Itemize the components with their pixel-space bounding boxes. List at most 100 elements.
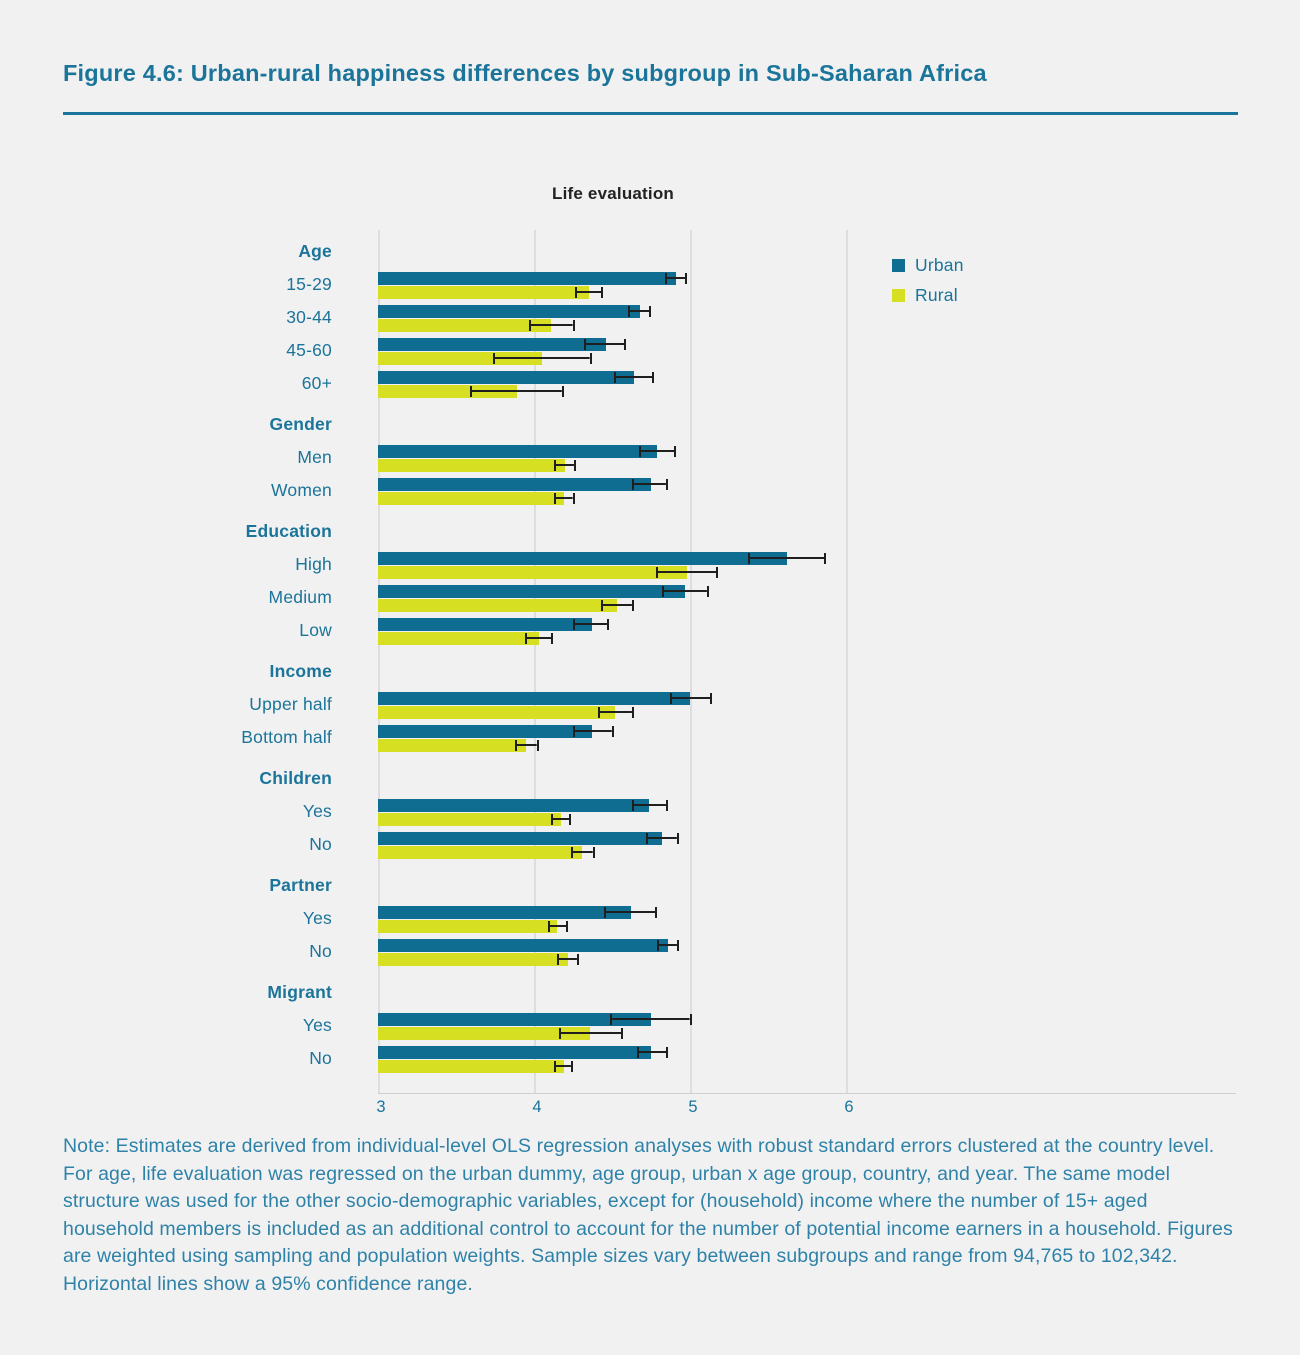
error-bar-rural bbox=[655, 566, 719, 578]
bar-urban bbox=[378, 1045, 651, 1059]
error-bar-rural bbox=[574, 286, 603, 298]
bar-rural bbox=[378, 919, 558, 933]
error-bar-rural bbox=[470, 385, 564, 397]
row-label: 60+ bbox=[301, 373, 332, 393]
bar-urban bbox=[378, 370, 634, 384]
happiness-bar-chart: Urban Rural 3 4 5 6 Age 15-29 30-44 45-60 60+ Gend… bbox=[0, 230, 1300, 1130]
row-label: Women bbox=[271, 480, 332, 500]
error-bar-urban bbox=[646, 832, 680, 844]
group-label: Education bbox=[245, 521, 332, 541]
row-label: High bbox=[295, 554, 332, 574]
bar-urban bbox=[378, 551, 787, 565]
bar-urban bbox=[378, 304, 641, 318]
bar-urban bbox=[378, 444, 658, 458]
gridline bbox=[378, 230, 380, 1093]
group-label: Income bbox=[269, 661, 332, 681]
error-bar-urban bbox=[636, 1046, 669, 1058]
error-bar-rural bbox=[524, 632, 553, 644]
bar-urban bbox=[378, 1012, 651, 1026]
row-label: Upper half bbox=[249, 694, 332, 714]
bar-rural bbox=[378, 738, 527, 752]
plot-area bbox=[378, 230, 1236, 1094]
error-bar-rural bbox=[557, 953, 580, 965]
bar-urban bbox=[378, 477, 651, 491]
error-bar-urban bbox=[632, 799, 669, 811]
error-bar-rural bbox=[515, 739, 539, 751]
bar-urban bbox=[378, 271, 676, 285]
bar-rural bbox=[378, 952, 569, 966]
gridline bbox=[846, 230, 848, 1093]
error-bar-rural bbox=[554, 1060, 573, 1072]
row-label: Bottom half bbox=[241, 727, 332, 747]
error-bar-urban bbox=[627, 305, 651, 317]
bar-rural bbox=[378, 598, 617, 612]
bar-rural bbox=[378, 285, 589, 299]
group-label: Age bbox=[298, 241, 332, 261]
error-bar-urban bbox=[583, 338, 627, 350]
row-label: Men bbox=[297, 447, 332, 467]
error-bar-urban bbox=[573, 618, 609, 630]
row-label: Yes bbox=[302, 1015, 332, 1035]
x-tick-label: 5 bbox=[688, 1098, 698, 1116]
note-text: Note: Estimates are derived from individ… bbox=[63, 1135, 1233, 1295]
x-tick-label: 6 bbox=[844, 1098, 854, 1116]
error-bar-urban bbox=[573, 725, 614, 737]
bar-urban bbox=[378, 337, 606, 351]
legend-item-urban: Urban bbox=[892, 255, 964, 276]
row-label: No bbox=[309, 941, 332, 961]
row-label: 15-29 bbox=[286, 274, 332, 294]
error-bar-rural bbox=[601, 599, 634, 611]
error-bar-rural bbox=[571, 846, 595, 858]
row-label: No bbox=[309, 1048, 332, 1068]
error-bar-urban bbox=[657, 939, 680, 951]
legend-rural-swatch-icon bbox=[892, 289, 905, 302]
bar-rural bbox=[378, 812, 561, 826]
row-label: Yes bbox=[302, 908, 332, 928]
error-bar-urban bbox=[638, 445, 676, 457]
bar-rural bbox=[378, 631, 539, 645]
x-tick-label: 4 bbox=[532, 1098, 542, 1116]
bar-urban bbox=[378, 831, 662, 845]
error-bar-rural bbox=[548, 920, 569, 932]
gridline bbox=[690, 230, 692, 1093]
legend-urban-swatch-icon bbox=[892, 259, 905, 272]
row-label: 30-44 bbox=[286, 307, 332, 327]
error-bar-urban bbox=[747, 552, 826, 564]
bar-urban bbox=[378, 905, 631, 919]
row-label: 45-60 bbox=[286, 340, 332, 360]
figure-title: Figure 4.6: Urban-rural happiness differ… bbox=[63, 60, 987, 86]
bar-urban bbox=[378, 798, 650, 812]
bar-urban bbox=[378, 724, 592, 738]
group-label: Partner bbox=[269, 875, 332, 895]
bar-urban bbox=[378, 584, 686, 598]
legend-label: Rural bbox=[915, 285, 958, 305]
row-label: Medium bbox=[268, 587, 332, 607]
error-bar-rural bbox=[597, 706, 634, 718]
gridline bbox=[534, 230, 536, 1093]
group-label: Gender bbox=[269, 414, 332, 434]
error-bar-urban bbox=[669, 692, 712, 704]
x-axis-line bbox=[378, 1092, 1236, 1094]
row-label: Low bbox=[299, 620, 332, 640]
row-label: No bbox=[309, 834, 332, 854]
error-bar-rural bbox=[558, 1027, 623, 1039]
error-bar-rural bbox=[493, 352, 592, 364]
bar-rural bbox=[378, 565, 687, 579]
bar-urban bbox=[378, 617, 592, 631]
group-label: Children bbox=[259, 768, 332, 788]
legend-label: Urban bbox=[915, 255, 964, 275]
bar-rural bbox=[378, 458, 566, 472]
error-bar-rural bbox=[554, 492, 575, 504]
bar-rural bbox=[378, 318, 552, 332]
group-label: Migrant bbox=[267, 982, 332, 1002]
bar-rural bbox=[378, 1059, 564, 1073]
bar-rural bbox=[378, 845, 583, 859]
bar-rural bbox=[378, 1026, 591, 1040]
error-bar-urban bbox=[665, 272, 687, 284]
error-bar-rural bbox=[529, 319, 575, 331]
title-rule bbox=[63, 112, 1238, 115]
bar-urban bbox=[378, 938, 669, 952]
row-label: Yes bbox=[302, 801, 332, 821]
error-bar-urban bbox=[610, 1013, 692, 1025]
